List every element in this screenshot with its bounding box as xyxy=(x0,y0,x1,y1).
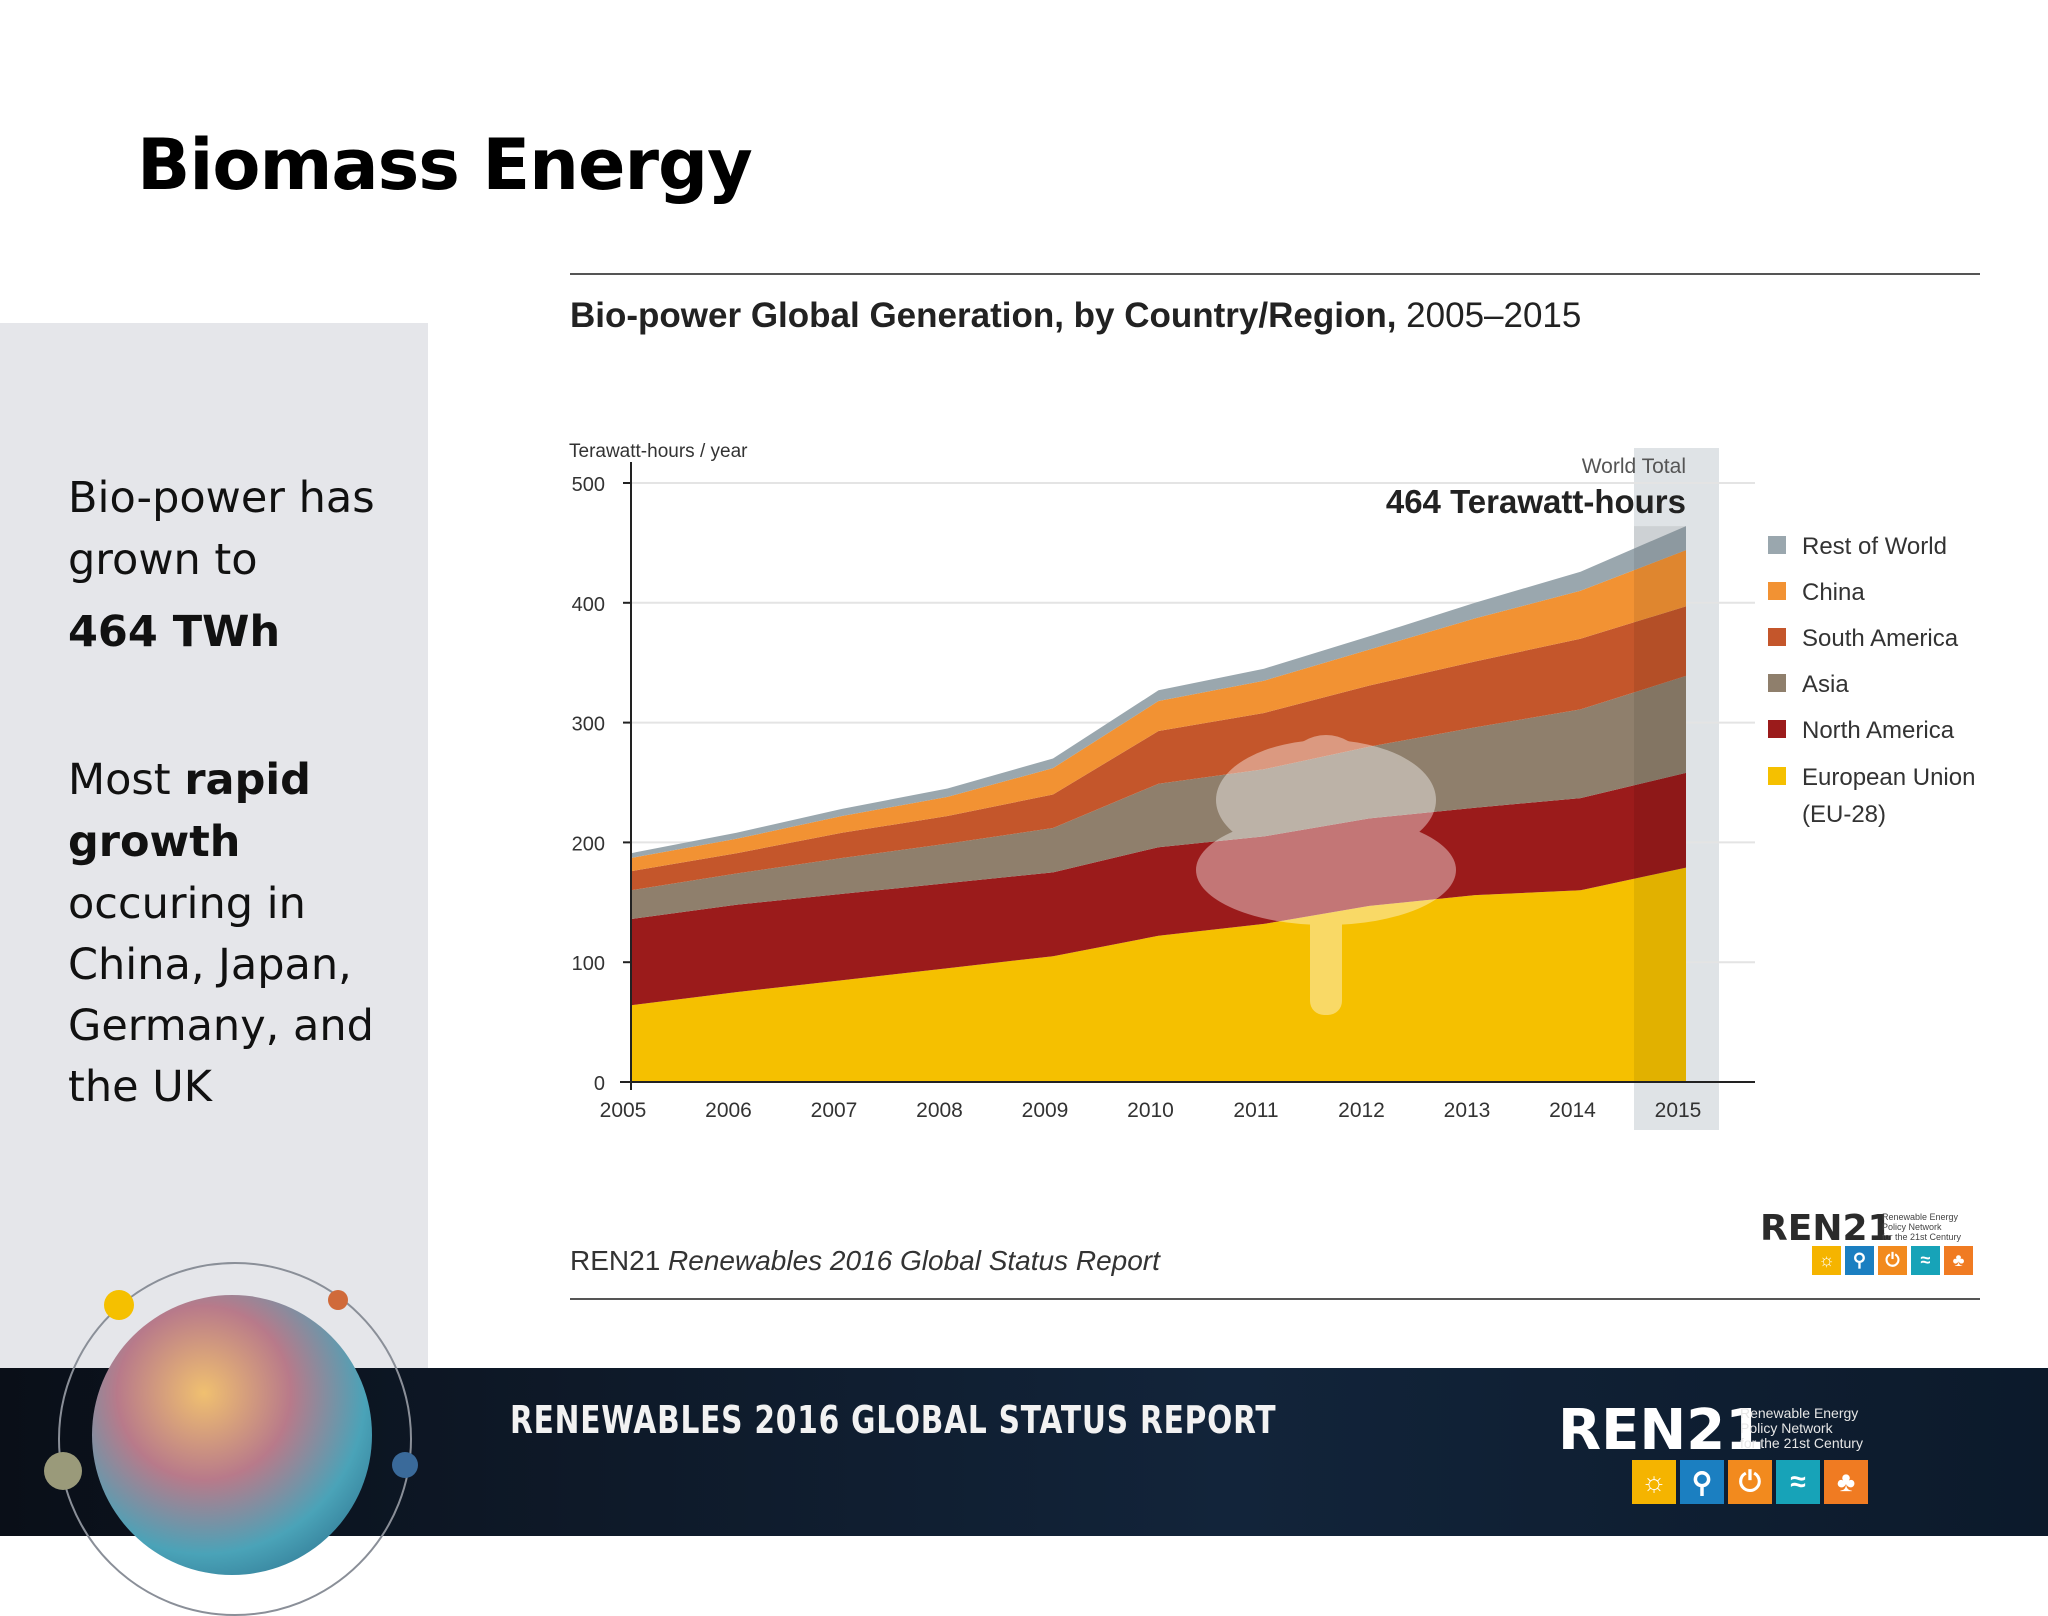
chart-title-years: 2005–2015 xyxy=(1406,296,1582,335)
wind-turbine-icon: ⚲ xyxy=(1680,1460,1724,1504)
legend-label: China xyxy=(1802,579,1865,606)
legend-label: South America xyxy=(1802,625,1959,652)
chart-bottom-rule xyxy=(570,1298,1980,1300)
slide-title: Biomass Energy xyxy=(137,124,753,206)
footer-logo-tiles: ☼ ⚲ ⏻ ≈ ♣ xyxy=(1632,1460,1868,1504)
source-report: Renewables 2016 Global Status Report xyxy=(668,1245,1160,1276)
y-tick-label: 300 xyxy=(572,714,605,736)
area-chart: 0 100 200 300 400 500 2005 2006 2007 2008 2009 2010… xyxy=(569,441,1975,1130)
power-icon: ⏻ xyxy=(1728,1460,1772,1504)
area-series-4 xyxy=(631,550,1686,872)
side-text-line: 464 TWh xyxy=(68,602,280,663)
leaf-stem xyxy=(1310,900,1342,1015)
footer-logo-sub-line: for the 21st Century xyxy=(1740,1435,1863,1451)
annotation-value: 464 Terawatt-hours xyxy=(1386,483,1686,520)
leaf-shape xyxy=(1266,735,1386,905)
y-tick-label: 100 xyxy=(572,953,605,975)
footer-logo-sub-line: Renewable Energy xyxy=(1740,1405,1859,1421)
wind-turbine-icon: ⚲ xyxy=(1845,1246,1874,1275)
footer-title: RENEWABLES 2016 GLOBAL STATUS REPORT xyxy=(510,1398,1277,1442)
y-tick-label: 0 xyxy=(594,1073,605,1095)
leaf-shape xyxy=(1196,815,1456,925)
side-text-line: grown to xyxy=(68,535,258,585)
legend-swatch xyxy=(1768,720,1786,738)
leaf-icon: ♣ xyxy=(1944,1246,1973,1275)
globe-icon xyxy=(92,1295,372,1575)
report-logo-sub-line: Renewable Energy xyxy=(1882,1212,1959,1222)
report-logo-sub-line: for the 21st Century xyxy=(1882,1232,1962,1242)
chart-title-bold: Bio-power Global Generation, by Country/… xyxy=(570,296,1397,335)
chart-title: Bio-power Global Generation, by Country/… xyxy=(570,296,1581,336)
side-panel xyxy=(0,323,428,1368)
report-logo-tiles: ☼ ⚲ ⏻ ≈ ♣ xyxy=(1812,1246,1973,1275)
leaf-watermark-icon xyxy=(1196,735,1456,1015)
power-icon: ⏻ xyxy=(1878,1246,1907,1275)
area-series-0 xyxy=(631,867,1686,1082)
y-tick-label: 500 xyxy=(572,474,605,496)
x-tick-label: 2014 xyxy=(1549,1099,1596,1122)
globe-dot-icon xyxy=(44,1452,82,1490)
water-icon: ≈ xyxy=(1776,1460,1820,1504)
annotation-label: World Total xyxy=(1582,455,1686,478)
x-tick-label: 2013 xyxy=(1444,1099,1491,1122)
side-text-line: Bio-power has xyxy=(68,473,375,523)
area-series-2 xyxy=(631,675,1686,920)
highlight-overlay xyxy=(1634,526,1686,1082)
growth-value: 464 TWh xyxy=(68,607,281,657)
leaf-icon: ♣ xyxy=(1824,1460,1868,1504)
side-text-fragment: Most xyxy=(68,755,185,805)
x-tick-label: 2012 xyxy=(1338,1099,1385,1122)
x-tick-label: 2006 xyxy=(705,1099,752,1122)
x-tick-label: 2011 xyxy=(1233,1099,1278,1122)
x-tick-label: 2005 xyxy=(600,1099,647,1122)
side-text-line: China, Japan, xyxy=(68,940,352,990)
globe-dot-icon xyxy=(392,1452,418,1478)
side-text-line: Germany, and xyxy=(68,1001,374,1051)
x-tick-label: 2009 xyxy=(1022,1099,1069,1122)
legend-label: (EU-28) xyxy=(1802,801,1886,828)
footer-logo-sub-line: Policy Network xyxy=(1740,1420,1833,1436)
globe-dot-icon xyxy=(328,1290,348,1310)
x-tick-label: 2015 xyxy=(1655,1099,1702,1122)
y-tick-label: 200 xyxy=(572,833,605,855)
side-text-bold: rapid xyxy=(184,755,311,805)
y-tick-label: 400 xyxy=(572,594,605,616)
legend-swatch xyxy=(1768,628,1786,646)
globe-dot-icon xyxy=(104,1290,134,1320)
legend-label: Asia xyxy=(1802,671,1849,698)
area-series-3 xyxy=(631,606,1686,891)
y-axis-label: Terawatt-hours / year xyxy=(569,441,748,462)
x-tick-label: 2010 xyxy=(1127,1099,1174,1122)
chart-source: REN21 Renewables 2016 Global Status Repo… xyxy=(570,1245,1160,1277)
water-icon: ≈ xyxy=(1911,1246,1940,1275)
side-text-line: Most rapid xyxy=(68,750,311,811)
sun-icon: ☼ xyxy=(1812,1246,1841,1275)
source-org: REN21 xyxy=(570,1245,661,1276)
area-series-1 xyxy=(631,772,1686,1006)
legend-swatch xyxy=(1768,536,1786,554)
x-tick-label: 2007 xyxy=(811,1099,858,1122)
area-series-5 xyxy=(631,526,1686,858)
chart-top-rule xyxy=(570,273,1980,275)
side-text-bold: growth xyxy=(68,817,241,867)
x-tick-label: 2008 xyxy=(916,1099,963,1122)
leaf-shape xyxy=(1216,740,1436,860)
legend-label: European Union xyxy=(1802,764,1975,791)
legend-swatch xyxy=(1768,674,1786,692)
legend-label: Rest of World xyxy=(1802,533,1947,560)
side-text-line: growth xyxy=(68,812,240,873)
side-text-line: occuring in xyxy=(68,879,306,929)
side-text-line: the UK xyxy=(68,1062,212,1112)
footer-logo: REN21 xyxy=(1558,1398,1765,1463)
report-logo-sub: Renewable Energy Policy Network for the … xyxy=(1882,1212,1961,1242)
footer-logo-sub: Renewable Energy Policy Network for the … xyxy=(1740,1406,1863,1451)
legend-label: North America xyxy=(1802,717,1955,744)
legend-swatch xyxy=(1768,767,1786,785)
report-logo: REN21 xyxy=(1760,1208,1893,1249)
sun-icon: ☼ xyxy=(1632,1460,1676,1504)
legend-swatch xyxy=(1768,582,1786,600)
report-logo-sub-line: Policy Network xyxy=(1882,1222,1942,1232)
